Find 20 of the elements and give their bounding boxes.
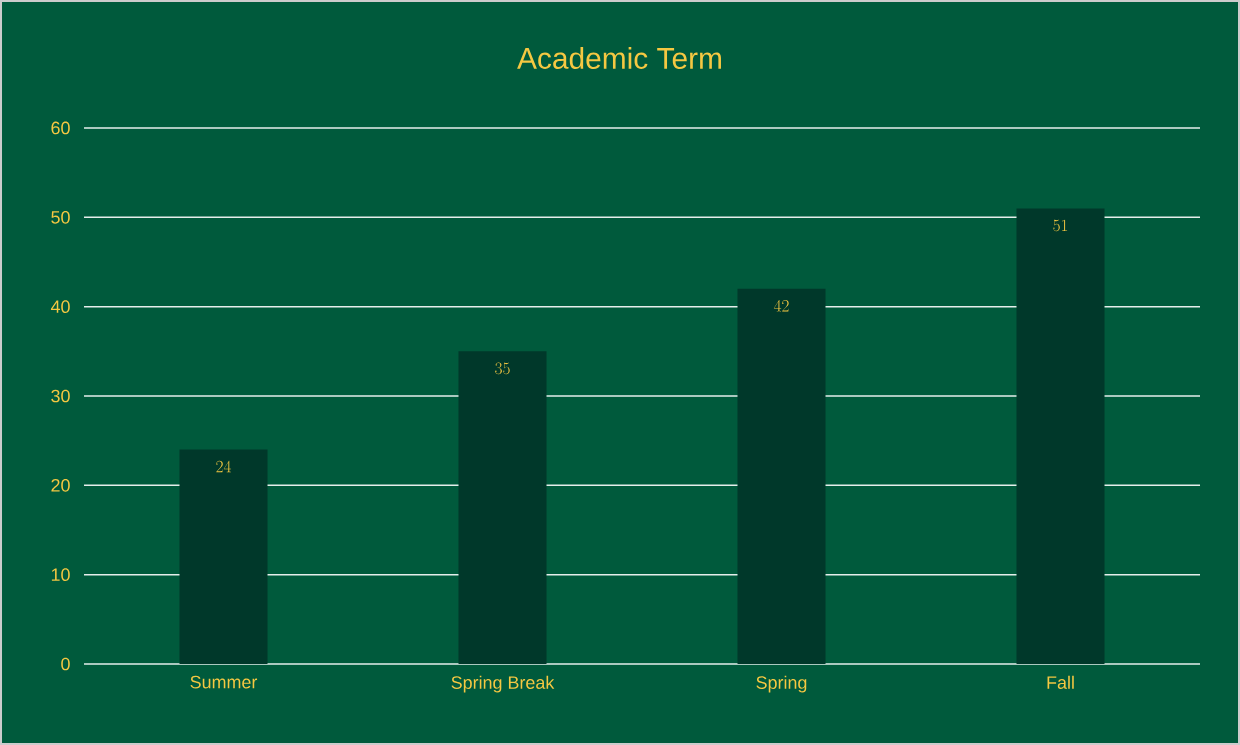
bar — [1016, 208, 1105, 664]
y-tick-label: 20 — [51, 478, 70, 492]
bar — [458, 351, 547, 664]
y-tick-label: 10 — [51, 568, 70, 581]
data-label: 42 — [773, 299, 789, 312]
data-label: 24 — [216, 460, 232, 473]
data-label: 35 — [495, 362, 510, 375]
y-tick-label: 60 — [51, 121, 70, 135]
y-tick-label: 40 — [50, 300, 70, 313]
x-tick-label: Fall — [1047, 675, 1074, 689]
x-tick-label: Spring — [756, 675, 807, 693]
bar — [737, 288, 826, 664]
y-tick-label: 0 — [61, 657, 70, 671]
data-label: 51 — [1053, 219, 1068, 232]
x-tick-label: Spring Break — [451, 675, 555, 693]
chart-title: Academic Term — [517, 47, 721, 69]
x-tick-label: Summer — [190, 675, 258, 689]
y-tick-label: 50 — [51, 210, 70, 224]
y-tick-label: 30 — [51, 389, 70, 403]
bar — [179, 449, 268, 664]
